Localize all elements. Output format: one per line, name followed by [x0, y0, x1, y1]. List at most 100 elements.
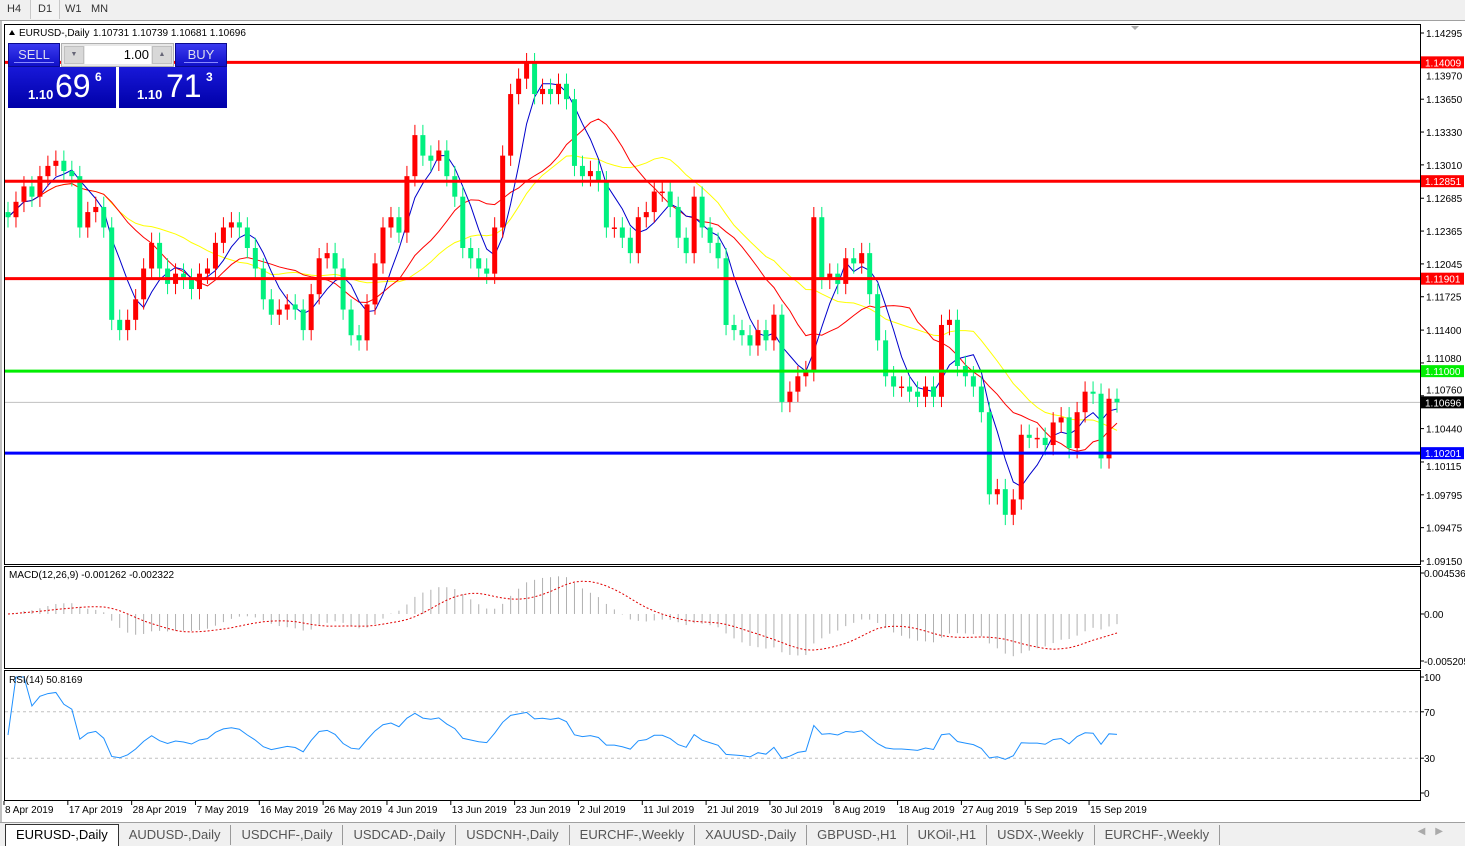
candle-body [236, 222, 242, 228]
price-tick-label: 1.10440 [1426, 425, 1463, 436]
symbol-tab[interactable]: EURCHF-,Weekly [1095, 824, 1221, 845]
candle-body [587, 171, 593, 177]
candle-body [1010, 499, 1016, 515]
candle-body [444, 150, 450, 177]
candle-body [109, 227, 115, 320]
symbol-tab[interactable]: EURUSD-,Daily [5, 823, 119, 846]
price-chart[interactable]: 1.14295 1.13970 1.13650 1.13330 1.13010 1.126… [0, 0, 1465, 822]
candle-body [715, 242, 721, 259]
date-tick-label: 17 Apr 2019 [69, 805, 123, 816]
candle-body [69, 171, 75, 177]
symbol-tab[interactable]: USDCAD-,Daily [343, 824, 457, 845]
tab-scroll-arrows[interactable]: ◀▶ [1417, 826, 1453, 837]
sell-label: SELL [14, 47, 54, 63]
rsi-tick-label: 0 [1424, 789, 1430, 800]
candle-body [1042, 437, 1048, 446]
candle-body [667, 191, 673, 207]
candle-body [189, 278, 195, 290]
candle-body [420, 135, 426, 156]
date-tick-label: 18 Aug 2019 [899, 805, 956, 816]
price-tick-label: 1.11725 [1426, 293, 1462, 304]
buy-price-fraction: 3 [206, 70, 213, 84]
buy-price[interactable]: 1.10 71 3 [119, 67, 227, 108]
candle-body [101, 206, 107, 228]
lot-increase-button[interactable]: ▲ [152, 46, 172, 64]
level-price-label: 1.14009 [1425, 58, 1462, 69]
symbol-tab[interactable]: USDX-,Weekly [987, 824, 1095, 845]
candle-body [508, 94, 514, 156]
symbol-tab[interactable]: AUDUSD-,Daily [119, 824, 232, 845]
candle-body [1026, 434, 1032, 438]
candle-body [691, 196, 697, 254]
symbol-tab[interactable]: EURCHF-,Weekly [570, 824, 696, 845]
candle-body [1002, 489, 1008, 515]
level-price-tag [1421, 365, 1464, 378]
date-tick-label: 7 May 2019 [196, 805, 249, 816]
current-price-label: 1.10696 [1425, 398, 1462, 409]
symbol-tab[interactable]: GBPUSD-,H1 [807, 824, 908, 845]
symbol-tab[interactable]: USDCNH-,Daily [456, 824, 570, 845]
candle-body [611, 227, 617, 229]
candle-body [787, 391, 793, 402]
price-tick-label: 1.10760 [1426, 385, 1463, 396]
candle-body [540, 88, 546, 95]
symbol-tab[interactable]: UKOil-,H1 [908, 824, 988, 845]
candle-body [372, 263, 378, 305]
candle-body [556, 83, 562, 95]
candle-body [149, 242, 155, 269]
symbol-tab[interactable]: USDCHF-,Daily [231, 824, 344, 845]
date-tick-label: 23 Jun 2019 [516, 805, 571, 816]
rsi-label: RSI(14) 50.8169 [9, 675, 83, 686]
candle-body [930, 386, 936, 397]
candle-body [954, 319, 960, 367]
ma-slow-line [7, 155, 1118, 431]
candle-body [532, 63, 538, 95]
sell-price-prefix: 1.10 [28, 87, 54, 102]
candle-body [627, 237, 633, 254]
lot-decrease-button[interactable]: ▼ [64, 46, 84, 64]
candle-body [324, 253, 330, 259]
date-tick-label: 27 Aug 2019 [962, 805, 1019, 816]
collapse-triangle-icon[interactable] [9, 30, 15, 35]
price-tick-label: 1.11080 [1426, 354, 1462, 365]
buy-price-pips: 71 [166, 68, 202, 104]
candle-body [883, 340, 889, 377]
buy-button[interactable]: BUY [175, 43, 227, 67]
candle-body [643, 212, 649, 218]
candle-body [907, 386, 913, 392]
timeframe-h4[interactable]: H4 [7, 3, 22, 15]
level-price-label: 1.12851 [1425, 177, 1462, 188]
candle-body [308, 294, 314, 331]
candle-body [452, 176, 458, 197]
candle-body [141, 268, 147, 300]
lot-size-input[interactable]: 1.00 [85, 46, 151, 64]
candle-body [284, 304, 290, 310]
sell-button[interactable]: SELL [8, 43, 60, 67]
timeframe-mn[interactable]: MN [91, 3, 109, 15]
candle-body [651, 191, 657, 213]
candle-body [37, 176, 43, 197]
candle-body [803, 371, 809, 377]
candle-body [1098, 393, 1104, 459]
timeframe-w1[interactable]: W1 [65, 3, 82, 15]
chart-background [0, 21, 1465, 822]
sell-price[interactable]: 1.10 69 6 [8, 67, 116, 108]
candle-body [1106, 398, 1112, 459]
candle-body [220, 227, 226, 243]
lot-size-stepper: ▼ 1.00 ▲ [61, 43, 174, 67]
timeframe-d1[interactable]: D1 [30, 0, 61, 19]
candle-body [571, 99, 577, 166]
candle-body [412, 135, 418, 177]
candle-body [859, 253, 865, 264]
candle-body [468, 247, 474, 259]
candle-body [707, 227, 713, 243]
candle-body [181, 273, 187, 279]
symbol-tab[interactable]: XAUUSD-,Daily [695, 824, 808, 845]
candle-body [93, 206, 99, 213]
date-tick-label: 30 Jul 2019 [771, 805, 823, 816]
chart-shift-marker-icon[interactable] [1131, 26, 1139, 30]
price-tick-label: 1.13970 [1426, 71, 1463, 82]
candle-body [53, 160, 59, 166]
rsi-tick-label: 100 [1424, 673, 1441, 684]
date-tick-label: 4 Jun 2019 [388, 805, 438, 816]
